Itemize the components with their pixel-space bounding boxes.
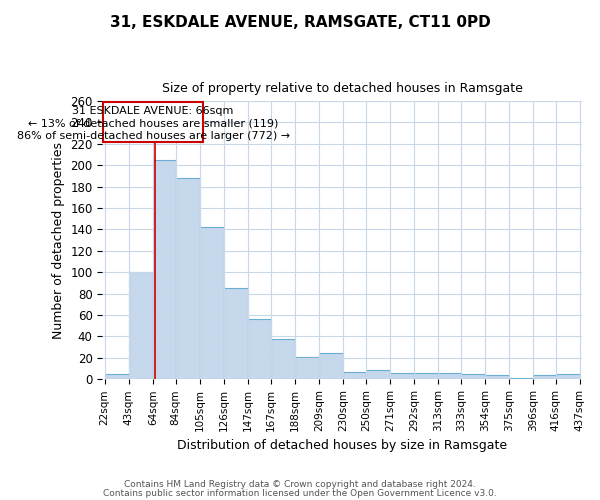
Title: Size of property relative to detached houses in Ramsgate: Size of property relative to detached ho… bbox=[162, 82, 523, 96]
Bar bbox=[556, 374, 580, 380]
Bar bbox=[224, 288, 248, 380]
Bar bbox=[509, 378, 533, 380]
Bar bbox=[414, 373, 438, 380]
Bar bbox=[271, 338, 295, 380]
Bar bbox=[438, 373, 461, 380]
Bar bbox=[461, 374, 485, 380]
Bar bbox=[129, 272, 153, 380]
Y-axis label: Number of detached properties: Number of detached properties bbox=[52, 142, 65, 338]
Bar bbox=[390, 373, 414, 380]
Text: 31, ESKDALE AVENUE, RAMSGATE, CT11 0PD: 31, ESKDALE AVENUE, RAMSGATE, CT11 0PD bbox=[110, 15, 490, 30]
Bar bbox=[248, 320, 271, 380]
Bar bbox=[295, 357, 319, 380]
Text: ← 13% of detached houses are smaller (119): ← 13% of detached houses are smaller (11… bbox=[28, 118, 278, 128]
Text: Contains public sector information licensed under the Open Government Licence v3: Contains public sector information licen… bbox=[103, 488, 497, 498]
Bar bbox=[105, 374, 129, 380]
Bar bbox=[533, 375, 556, 380]
Bar bbox=[343, 372, 366, 380]
Text: 86% of semi-detached houses are larger (772) →: 86% of semi-detached houses are larger (… bbox=[17, 131, 290, 141]
Bar bbox=[176, 178, 200, 380]
Bar bbox=[485, 375, 509, 380]
Bar bbox=[319, 352, 343, 380]
Bar bbox=[153, 160, 176, 380]
X-axis label: Distribution of detached houses by size in Ramsgate: Distribution of detached houses by size … bbox=[177, 440, 508, 452]
Text: Contains HM Land Registry data © Crown copyright and database right 2024.: Contains HM Land Registry data © Crown c… bbox=[124, 480, 476, 489]
Bar bbox=[366, 370, 390, 380]
FancyBboxPatch shape bbox=[103, 102, 203, 142]
Text: 31 ESKDALE AVENUE: 66sqm: 31 ESKDALE AVENUE: 66sqm bbox=[73, 106, 234, 116]
Bar bbox=[200, 227, 224, 380]
